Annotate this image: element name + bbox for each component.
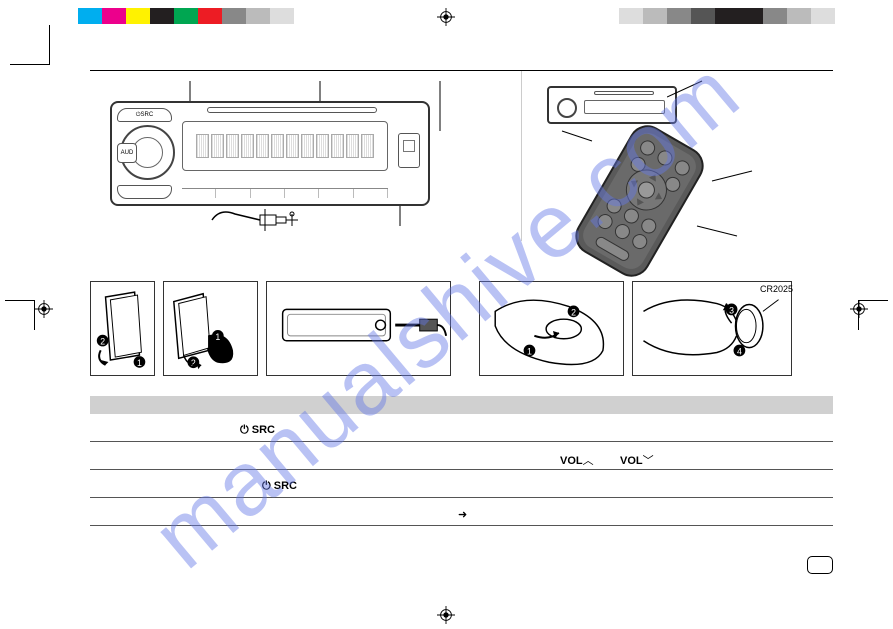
src-button: ⏻SRC <box>117 108 172 122</box>
remote-illustration <box>521 71 833 241</box>
svg-text:1: 1 <box>215 332 220 342</box>
svg-text:1: 1 <box>527 346 532 356</box>
table-row: ⏻ SRC <box>90 414 833 442</box>
page-number-badge <box>807 556 833 574</box>
vol-up-label: VOL︿ <box>560 452 594 468</box>
usb-cable-icon <box>210 206 300 234</box>
section-header-bar <box>90 396 833 414</box>
panel-detach-1: 2 1 <box>90 281 155 376</box>
usb-port <box>398 133 420 168</box>
crop-mark <box>5 300 35 330</box>
registration-mark-icon <box>850 300 868 318</box>
panel-detach-2: 2 1 <box>163 281 258 376</box>
panel-battery-2: 3 4 CR2025 <box>632 281 792 376</box>
top-illustration-row: ⏻SRC AUD <box>90 71 833 241</box>
radio-illustration: ⏻SRC AUD <box>90 71 511 241</box>
page-content: ⏻SRC AUD <box>90 70 833 609</box>
aud-button: AUD <box>117 143 137 163</box>
registration-mark-icon <box>437 8 455 26</box>
src-label: ⏻ SRC <box>262 480 297 493</box>
crop-mark <box>10 25 50 65</box>
battery-label: CR2025 <box>760 284 793 294</box>
table-row: ➜ <box>90 498 833 526</box>
svg-text:3: 3 <box>729 305 734 315</box>
leader-lines <box>522 71 833 241</box>
cd-slot <box>207 107 377 113</box>
svg-text:2: 2 <box>191 358 196 368</box>
arrow-icon: ➜ <box>458 508 467 521</box>
color-calibration-bar <box>619 8 835 24</box>
svg-text:2: 2 <box>100 336 105 346</box>
svg-text:1: 1 <box>137 358 142 368</box>
preset-buttons <box>182 188 388 198</box>
src-label: ⏻ SRC <box>240 424 275 437</box>
svg-text:2: 2 <box>571 307 576 317</box>
bottom-button <box>117 185 172 199</box>
table-row: VOL︿ VOL﹀ <box>90 442 833 470</box>
panel-aux-jack <box>266 281 451 376</box>
instruction-panels: 2 1 2 1 <box>90 281 833 376</box>
registration-mark-icon <box>35 300 53 318</box>
table-row: ⏻ SRC <box>90 470 833 498</box>
vol-down-label: VOL﹀ <box>620 452 654 468</box>
car-stereo-faceplate: ⏻SRC AUD <box>110 101 430 206</box>
color-calibration-bar <box>78 8 294 24</box>
lcd-display <box>182 121 388 171</box>
panel-battery-1: 1 2 <box>479 281 624 376</box>
svg-text:4: 4 <box>737 346 742 356</box>
